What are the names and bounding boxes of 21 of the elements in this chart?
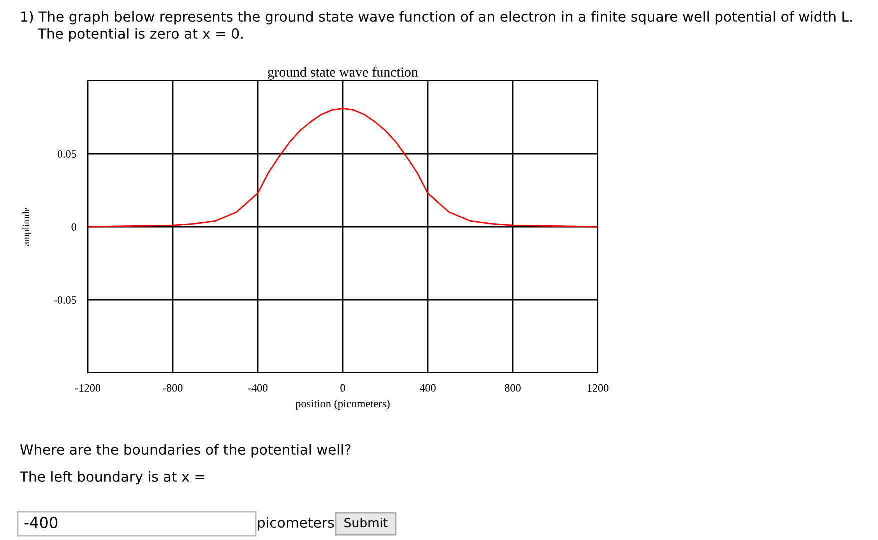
y-tick-label: 0 [72,223,76,231]
x-tick-label: 1200 [588,384,609,392]
x-tick-label: 400 [420,384,436,392]
text: Submit [344,518,388,528]
text: The left boundary is at x = [20,471,204,485]
text: -400 [24,516,58,528]
x-tick-label: -800 [163,384,183,392]
text: picometers [258,517,334,531]
text: The potential is zero at x = 0. [38,28,243,42]
x-tick-label: -400 [248,384,268,392]
x-tick-label: -1200 [75,384,101,392]
chart-title: ground state wave function [268,67,418,80]
line-series [88,108,598,228]
text: 1) The graph below represents the ground state wave function of an electron in a finite square well potential of width L. [22,11,852,25]
text: Where are the boundaries of the potential well? [20,444,351,458]
y-tick-label: 0.05 [58,150,76,158]
y-axis-title: amplitude [22,208,32,246]
x-tick-label: 0 [340,384,346,392]
y-tick-label: -0.05 [54,296,76,304]
x-axis-title: position (picometers) [296,400,390,410]
x-tick-label: 800 [505,384,521,392]
